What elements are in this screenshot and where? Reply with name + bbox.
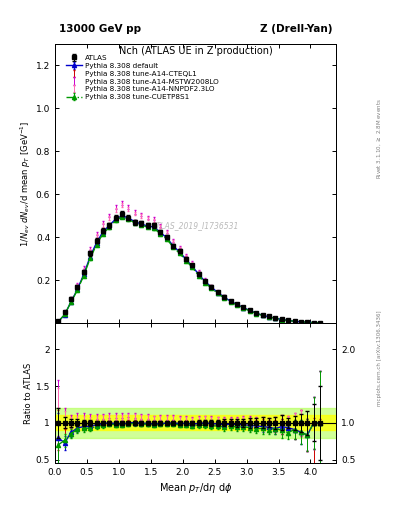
Bar	[55, 408, 336, 438]
Text: Z (Drell-Yan): Z (Drell-Yan)	[260, 24, 332, 34]
Bar	[55, 415, 336, 430]
Legend: ATLAS, Pythia 8.308 default, Pythia 8.308 tune-A14-CTEQL1, Pythia 8.308 tune-A14: ATLAS, Pythia 8.308 default, Pythia 8.30…	[64, 53, 221, 102]
Text: ATLAS_2019_I1736531: ATLAS_2019_I1736531	[152, 221, 239, 230]
Text: 13000 GeV pp: 13000 GeV pp	[59, 24, 141, 34]
Text: mcplots.cern.ch [arXiv:1306.3436]: mcplots.cern.ch [arXiv:1306.3436]	[377, 311, 382, 406]
Text: Rivet 3.1.10, $\geq$ 2.8M events: Rivet 3.1.10, $\geq$ 2.8M events	[375, 98, 383, 179]
Y-axis label: Ratio to ATLAS: Ratio to ATLAS	[24, 363, 33, 424]
Y-axis label: $1/N_{ev}$ $dN_{ev}$/d mean $p_T$ [GeV$^{-1}$]: $1/N_{ev}$ $dN_{ev}$/d mean $p_T$ [GeV$^…	[18, 120, 33, 247]
X-axis label: Mean $p_T$/d$\eta$ d$\phi$: Mean $p_T$/d$\eta$ d$\phi$	[159, 481, 232, 496]
Text: Nch (ATLAS UE in Z production): Nch (ATLAS UE in Z production)	[119, 46, 272, 56]
